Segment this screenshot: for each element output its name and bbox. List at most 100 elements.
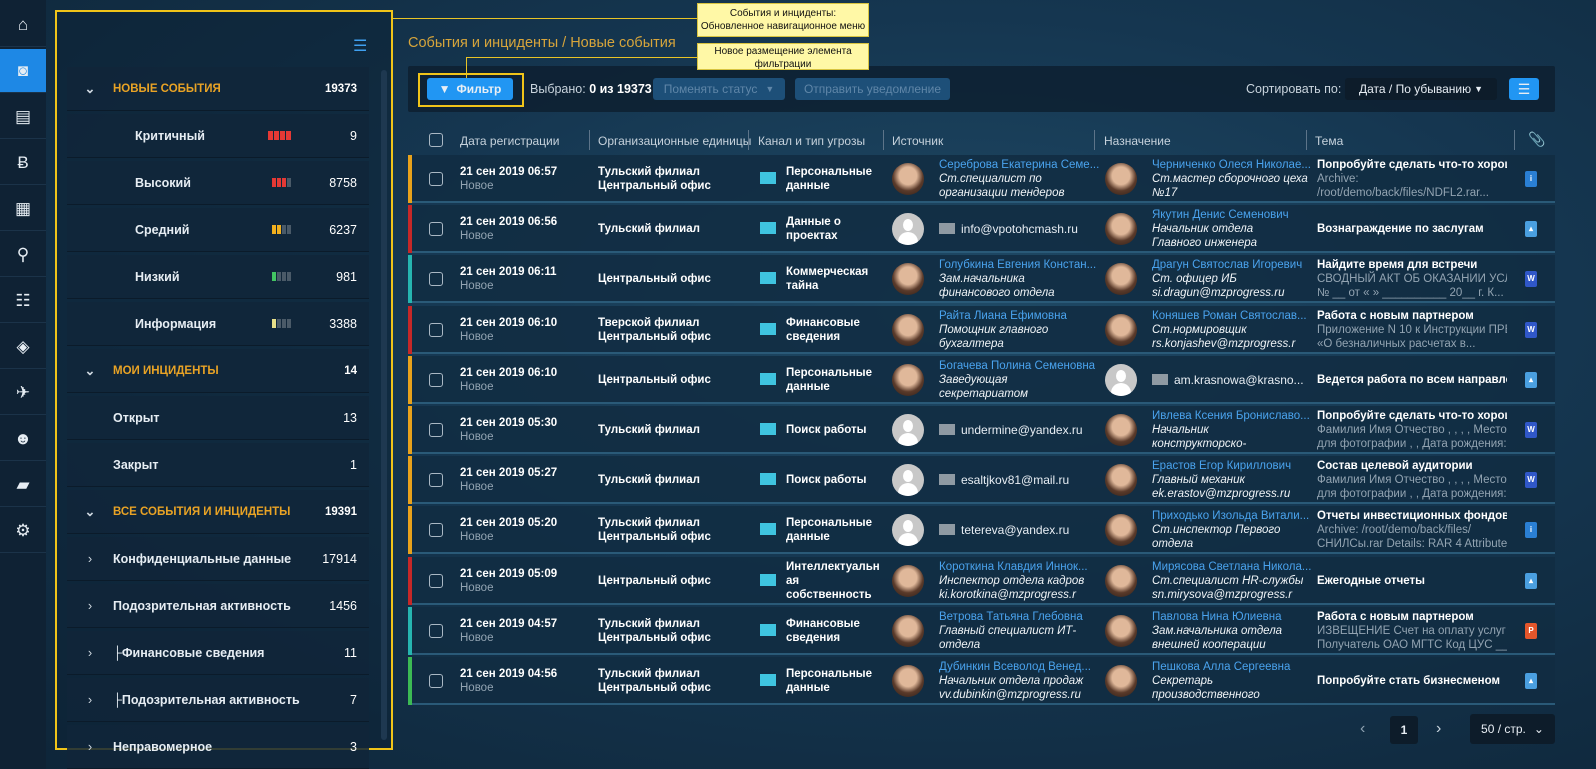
dst-name[interactable]: Ивлева Ксения Брониславо...: [1152, 410, 1310, 422]
src-name[interactable]: Райта Лиана Ефимовна: [939, 309, 1067, 322]
page-1-button[interactable]: 1: [1390, 716, 1418, 744]
row-checkbox[interactable]: [429, 523, 443, 538]
attachment-word-icon[interactable]: W: [1525, 472, 1537, 489]
column-destination[interactable]: Назначение: [1104, 134, 1171, 148]
column-date[interactable]: Дата регистрации: [460, 134, 560, 148]
sidebar-section[interactable]: ⌄ Мои инциденты 14: [67, 349, 369, 393]
dst-name[interactable]: Якутин Денис Семенович: [1152, 209, 1289, 222]
bitcoin-icon[interactable]: Ƀ: [0, 141, 46, 185]
table-row[interactable]: 21 сен 2019 04:56 Новое Тульский филиал Це…: [408, 657, 1555, 705]
attachment-word-icon[interactable]: W: [1525, 271, 1537, 288]
sidebar-item[interactable]: › Конфиденциальные данные 17914: [67, 537, 369, 581]
sidebar-section[interactable]: ⌄ Новые события 19373: [67, 67, 369, 111]
dst-name[interactable]: Пешкова Алла Сергеевна: [1152, 661, 1291, 673]
src-name[interactable]: Голубкина Евгения Констан...: [939, 259, 1097, 272]
column-topic[interactable]: Тема: [1315, 134, 1344, 148]
row-checkbox[interactable]: [429, 172, 443, 186]
sidebar-item[interactable]: Высокий 8758: [67, 161, 369, 205]
dst-name[interactable]: Черниченко Олеся Николае...: [1152, 159, 1311, 171]
id-card-icon[interactable]: ▤: [0, 95, 46, 139]
sidebar-item[interactable]: Средний 6237: [67, 208, 369, 252]
dst-name[interactable]: Ерастов Егор Кириллович: [1152, 460, 1292, 473]
attachment-doc-icon[interactable]: i: [1525, 522, 1537, 539]
attachment-img-icon[interactable]: ▴: [1525, 371, 1537, 388]
sidebar-item[interactable]: Открыт 13: [67, 396, 369, 440]
attachment-word-icon[interactable]: W: [1525, 422, 1537, 438]
dst-name[interactable]: Мирясова Светлана Никола...: [1152, 560, 1312, 573]
sidebar-item[interactable]: › Подозрительная активность 1456: [67, 584, 369, 628]
sidebar-section[interactable]: ⌄ Все события и инциденты 19391: [67, 490, 369, 534]
src-name[interactable]: Ветрова Татьяна Глебовна: [939, 610, 1083, 623]
row-checkbox[interactable]: [429, 322, 443, 337]
table-row[interactable]: 21 сен 2019 06:10 Новое Тверской филиал Це…: [408, 305, 1555, 354]
collapse-menu-icon[interactable]: ☰: [353, 38, 368, 55]
sidebar-item[interactable]: › ├Подозрительная активность 7: [67, 678, 369, 722]
row-checkbox[interactable]: [429, 573, 443, 588]
src-name[interactable]: Короткина Клавдия Иннок...: [939, 560, 1088, 573]
src-name[interactable]: Богачева Полина Семеновна: [939, 359, 1096, 372]
sidebar-item[interactable]: › ├Финансовые сведения 11: [67, 631, 369, 675]
table-row[interactable]: 21 сен 2019 06:56 Новое Тульский филиал Д…: [408, 205, 1555, 254]
table-row[interactable]: 21 сен 2019 04:57 Новое Тульский филиал Це…: [408, 606, 1555, 655]
report-icon[interactable]: ☷: [0, 279, 46, 323]
attachment-img-icon[interactable]: ▴: [1525, 221, 1537, 238]
change-status-button[interactable]: Поменять статус ▼: [653, 78, 785, 100]
sidebar-item[interactable]: Закрыт 1: [67, 443, 369, 487]
dst-name[interactable]: Павлова Нина Юлиевна: [1152, 610, 1282, 623]
chevron-right-icon[interactable]: ›: [87, 551, 93, 566]
dst-name[interactable]: Приходько Изольда Витали...: [1152, 510, 1310, 523]
table-row[interactable]: 21 сен 2019 05:30 Новое Тульский филиал П…: [408, 406, 1555, 454]
attachment-pdf-icon[interactable]: P: [1525, 622, 1537, 639]
home-icon[interactable]: ⌂: [0, 3, 46, 47]
attachment-doc-icon[interactable]: i: [1525, 171, 1537, 187]
column-source[interactable]: Источник: [892, 134, 944, 148]
chevron-right-icon[interactable]: ›: [87, 598, 93, 613]
list-view-button[interactable]: ☰: [1509, 78, 1539, 100]
attachment-word-icon[interactable]: W: [1525, 321, 1537, 338]
gear-icon[interactable]: ⚙: [0, 509, 46, 553]
books-icon[interactable]: ▰: [0, 463, 46, 507]
table-row[interactable]: 21 сен 2019 06:11 Новое Центральный офис …: [408, 255, 1555, 304]
page-size-select[interactable]: 50 / стр. ⌄: [1470, 714, 1555, 744]
dashboard-icon[interactable]: ◙: [0, 49, 46, 93]
sidebar-item[interactable]: › Неправомерное 3: [67, 725, 369, 769]
dst-name[interactable]: Коняшев Роман Святослав...: [1152, 309, 1307, 322]
attachment-img-icon[interactable]: ▴: [1525, 572, 1537, 589]
chevron-right-icon[interactable]: ›: [87, 645, 93, 660]
sort-select[interactable]: Дата / По убыванию ▼: [1345, 78, 1497, 100]
calendar-icon[interactable]: ▦: [0, 187, 46, 231]
row-checkbox[interactable]: [429, 623, 443, 638]
sidebar-item[interactable]: Критичный 9: [67, 114, 369, 158]
column-org[interactable]: Организационные единицы: [598, 134, 752, 148]
search-icon[interactable]: ⚲: [0, 233, 46, 277]
filter-button[interactable]: ▼ Фильтр: [427, 78, 513, 100]
dst-name[interactable]: Драгун Святослав Игоревич: [1152, 259, 1303, 272]
next-page-button[interactable]: ›: [1436, 720, 1442, 737]
column-channel[interactable]: Канал и тип угрозы: [758, 134, 866, 148]
row-checkbox[interactable]: [429, 473, 443, 488]
attachment-img-icon[interactable]: ▴: [1525, 673, 1537, 689]
sidebar-scrollbar[interactable]: [381, 70, 387, 740]
src-name[interactable]: Дубинкин Всеволод Венед...: [939, 661, 1091, 673]
table-row[interactable]: 21 сен 2019 05:09 Новое Центральный офис …: [408, 556, 1555, 605]
send-notification-button[interactable]: Отправить уведомление: [795, 78, 950, 100]
prev-page-button[interactable]: ‹: [1360, 720, 1366, 737]
table-row[interactable]: 21 сен 2019 06:57 Новое Тульский филиал Це…: [408, 155, 1555, 203]
sidebar-item[interactable]: Низкий 981: [67, 255, 369, 299]
chevron-right-icon[interactable]: ›: [87, 739, 93, 754]
table-row[interactable]: 21 сен 2019 05:27 Новое Тульский филиал П…: [408, 456, 1555, 505]
select-all-checkbox[interactable]: [429, 133, 443, 147]
row-checkbox[interactable]: [429, 272, 443, 287]
plane-icon[interactable]: ✈: [0, 371, 46, 415]
row-checkbox[interactable]: [429, 372, 443, 387]
chevron-right-icon[interactable]: ›: [87, 692, 93, 707]
agent-icon[interactable]: ◈: [0, 325, 46, 369]
table-row[interactable]: 21 сен 2019 05:20 Новое Тульский филиал Це…: [408, 506, 1555, 555]
users-icon[interactable]: ☻: [0, 417, 46, 461]
row-checkbox[interactable]: [429, 674, 443, 688]
src-name[interactable]: Сереброва Екатерина Семе...: [939, 159, 1100, 171]
row-checkbox[interactable]: [429, 423, 443, 437]
row-checkbox[interactable]: [429, 222, 443, 237]
table-row[interactable]: 21 сен 2019 06:10 Новое Центральный офис …: [408, 355, 1555, 404]
sidebar-item[interactable]: Информация 3388: [67, 302, 369, 346]
